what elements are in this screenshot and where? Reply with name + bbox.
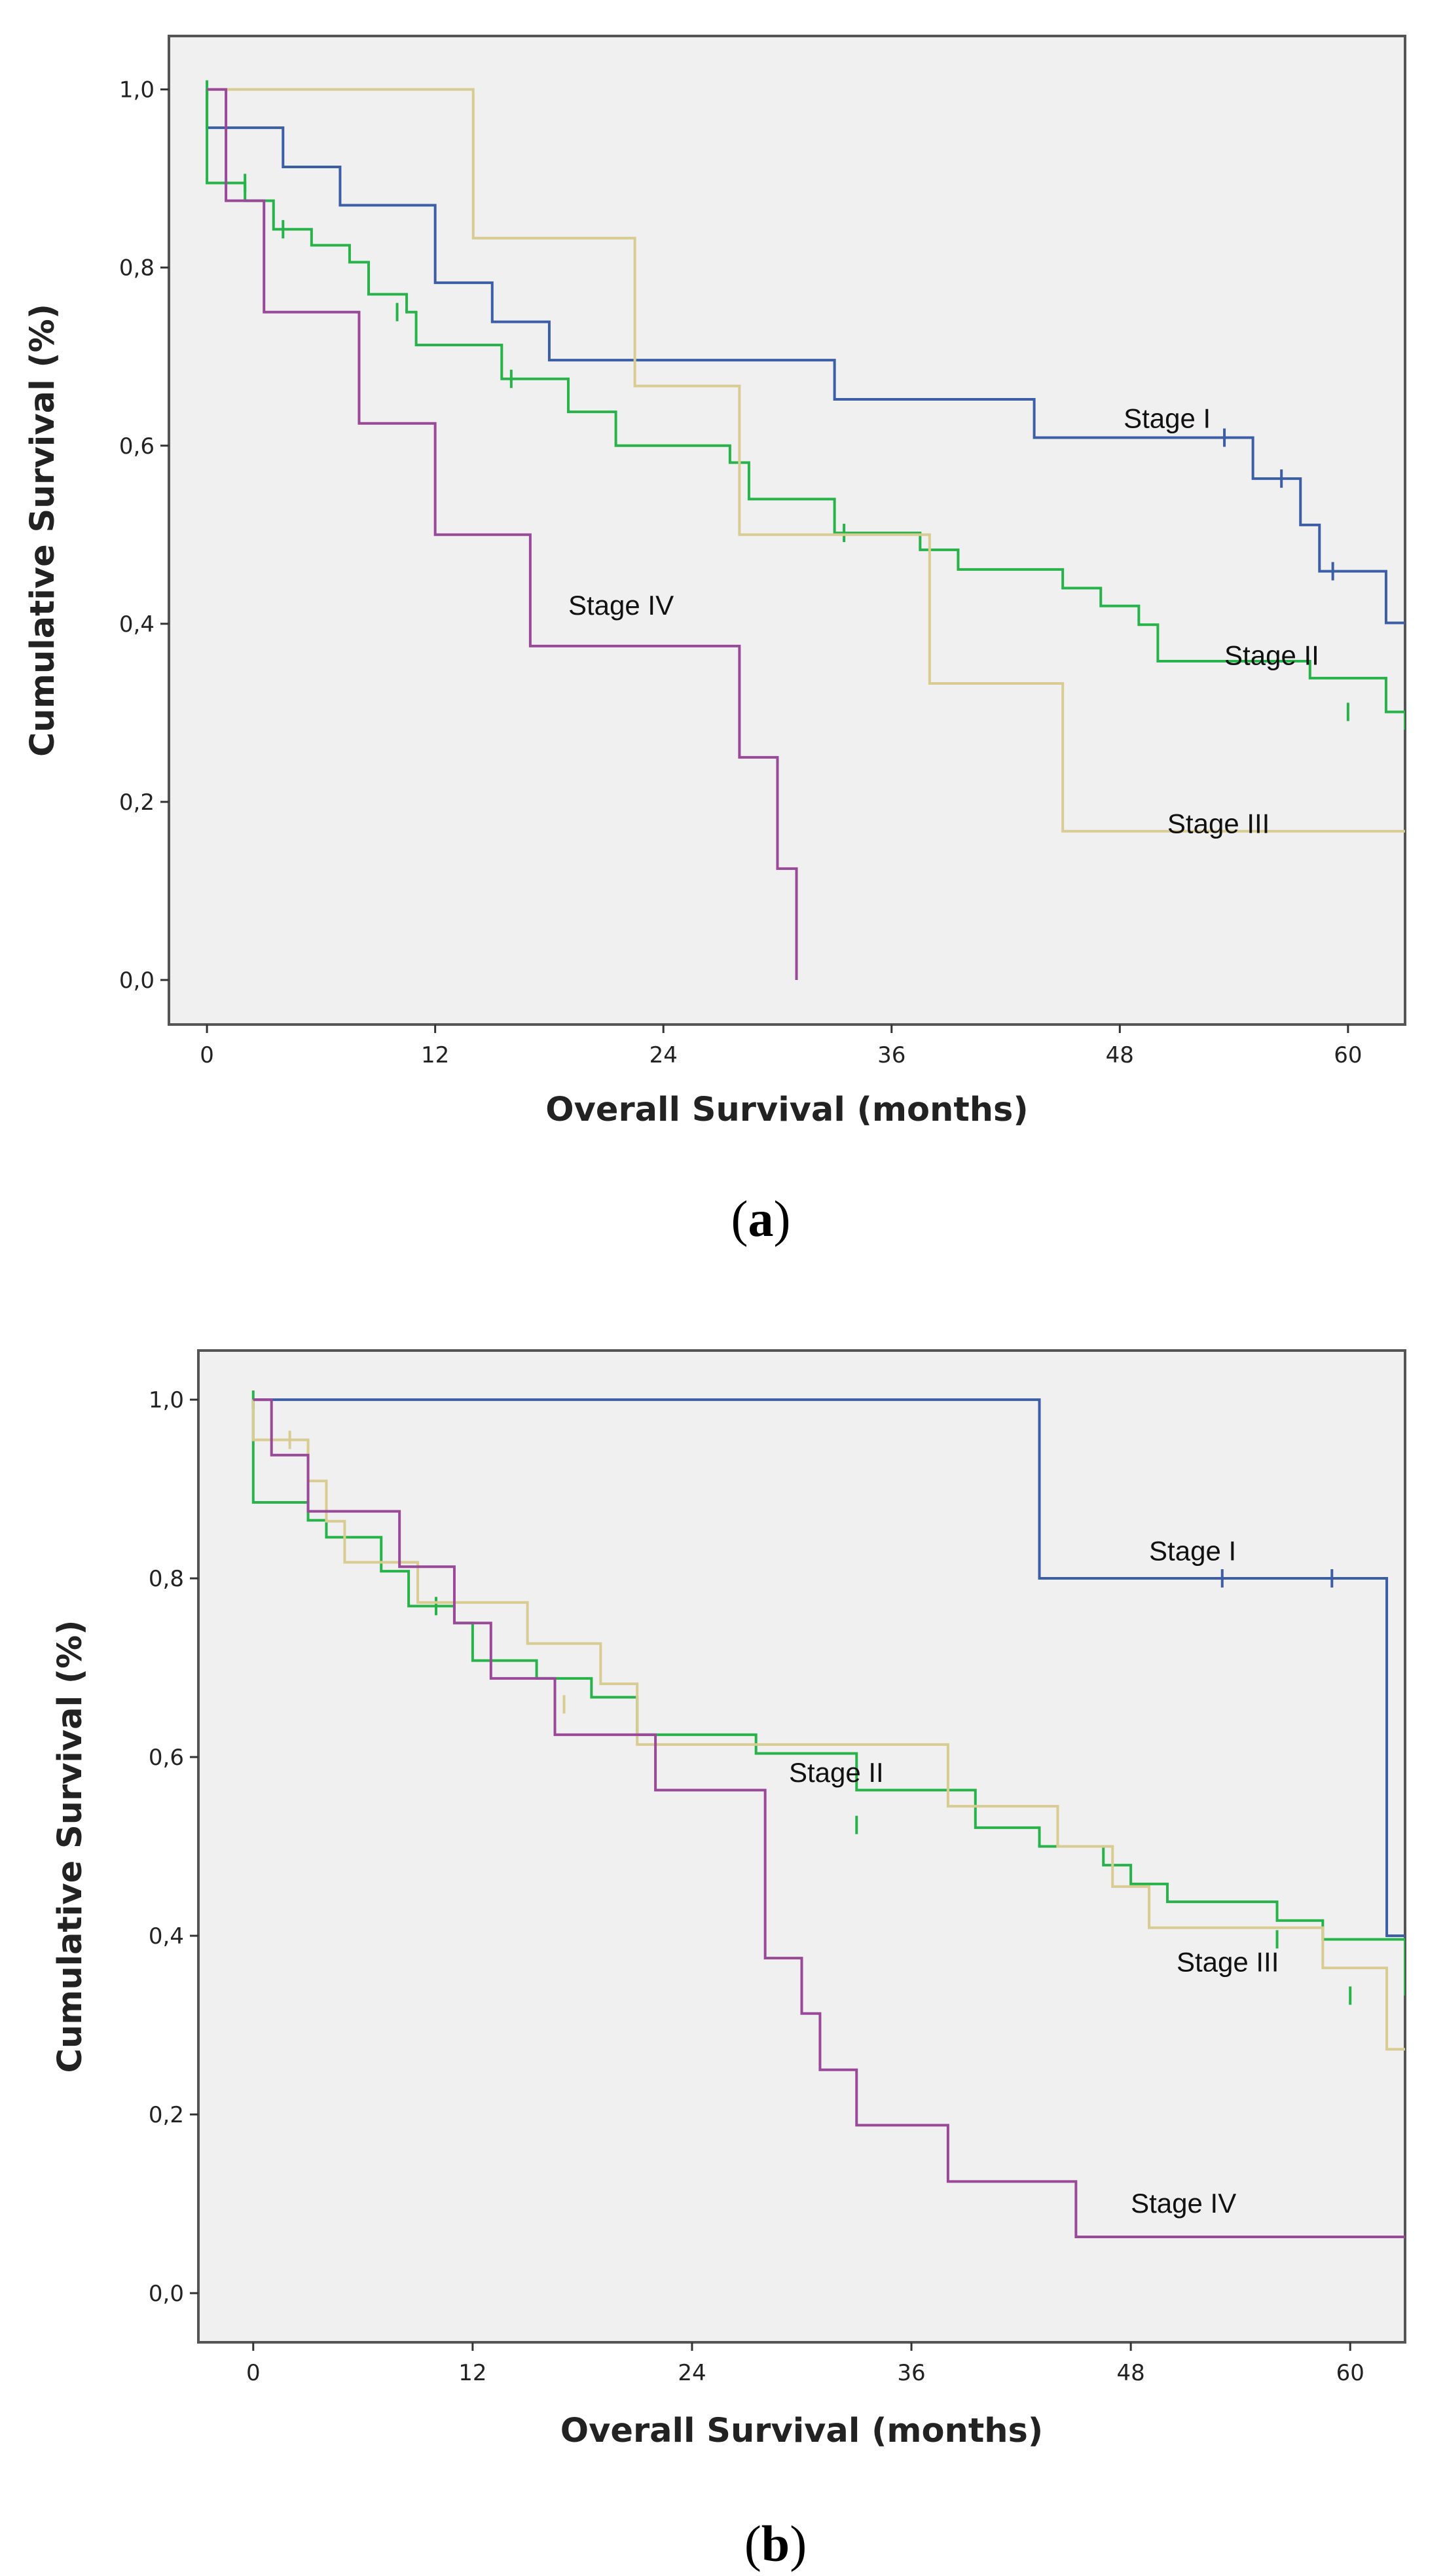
panel-b-ytick-label: 0,8 [149,1566,184,1592]
panel-b-x-axis-label: Overall Survival (months) [560,2412,1043,2450]
panel-a-xtick-label: 36 [877,1042,905,1068]
panel-a-stage-ii-curve [206,89,1405,730]
panel-a-ytick-label: 0,4 [119,611,155,638]
panel-a-stage-i-label: Stage I [1124,403,1211,434]
panel-a-x-axis-label: Overall Survival (months) [545,1091,1028,1129]
panel-b-ytick-label: 0,4 [149,1923,184,1950]
panel-b-stage-i-curve [253,1398,1405,1937]
panel-b-xtick-label: 48 [1117,2360,1145,2386]
panel-a-ytick-label: 1,0 [119,77,155,103]
panel-a-ytick-label: 0,8 [119,255,155,281]
panel-a-caption-letter: a [748,1190,774,1247]
panel-a-xtick-label: 60 [1334,1042,1362,1068]
panel-b-stage-i-label: Stage I [1149,1536,1236,1567]
panel-a-stage-i-curve [206,89,1405,625]
panel-b-chart: 0,0 0,2 0,4 0,6 0,8 1,0 0 12 24 36 48 60 Overall Sur… [51,1349,1406,2572]
panel-b-ytick-label: 1,0 [149,1387,184,1413]
panel-b-caption-label: (b) [744,2515,807,2572]
panel-a-caption-label: (a) [731,1190,791,1247]
panel-b-stage-ii-label: Stage II [789,1757,884,1788]
panel-b-xtick-label: 0 [246,2360,261,2386]
panel-a-stage-iii-curve [207,88,1405,833]
panel-b-xtick-label: 12 [458,2360,486,2386]
panel-b-ytick-label: 0,6 [149,1745,184,1771]
panel-b-stage-iii-label: Stage III [1177,1947,1279,1978]
panel-a-xtick-label: 48 [1106,1042,1134,1068]
panel-b-stage-iv-label: Stage IV [1131,2188,1236,2219]
panel-a-ytick-label: 0,2 [119,789,155,816]
panel-a-xtick-label: 0 [200,1042,214,1068]
panel-a-chart: 0,0 0,2 0,4 0,6 0,8 1,0 0 12 24 36 48 60 Overall Sur… [24,35,1406,1247]
panel-a-series-group [206,80,1405,980]
panel-b-stage-iii-curve [251,1400,1405,2051]
panel-a-ytick-label: 0,0 [119,968,155,994]
panel-b-xtick-label: 60 [1336,2360,1364,2386]
panel-b-stage-iv-curve [253,1398,1405,2238]
panel-a-y-axis-label: Cumulative Survival (%) [24,304,62,757]
panel-a-plot-area [168,35,1406,1026]
panel-a-stage-ii-label: Stage II [1224,640,1319,670]
panel-a-stage-iv-label: Stage IV [568,590,674,621]
panel-b-xtick-label: 36 [897,2360,925,2386]
panel-a-ytick-label: 0,6 [119,433,155,460]
panel-b-caption-letter: b [761,2515,790,2572]
panel-b-ytick-label: 0,0 [149,2281,184,2307]
panel-b-y-axis-label: Cumulative Survival (%) [51,1620,90,2073]
panel-a-stage-iv-curve [207,88,798,980]
panel-a-stage-iii-label: Stage III [1167,808,1270,839]
panel-b-ytick-label: 0,2 [149,2102,184,2128]
panel-a-xtick-label: 24 [649,1042,678,1068]
panel-b-stage-ii-curve [251,1400,1405,1996]
panel-b-xtick-label: 24 [678,2360,706,2386]
panel-b-series-group [251,1390,1405,2238]
panel-a-xtick-label: 12 [421,1042,449,1068]
